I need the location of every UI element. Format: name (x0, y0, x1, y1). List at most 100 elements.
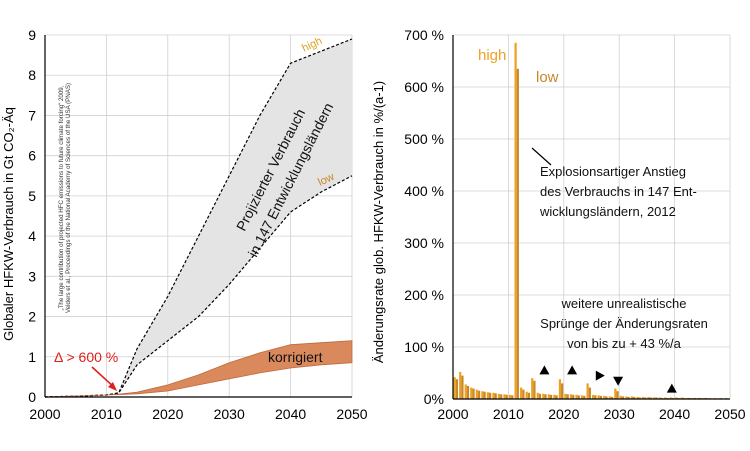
series-korrigiert-band (44, 340, 353, 398)
bar-low-2017 (544, 394, 547, 399)
annotation-1-line-3: wicklungsländern, 2012 (539, 204, 676, 219)
jump-arrow-head (108, 382, 117, 391)
bar-high-2037 (652, 397, 656, 399)
bar-high-2034 (636, 396, 639, 399)
marker-triangle-2 (595, 370, 605, 381)
bar-high-2040 (669, 397, 672, 399)
right-y-tick-4: 400 % (404, 183, 444, 199)
left-y-axis-label: Globaler HFKW-Verbrauch in Gt CO₂-Äq (1, 107, 16, 341)
bar-low-2011 (511, 395, 514, 399)
bar-low-2004 (472, 388, 475, 399)
marker-triangle-1 (567, 365, 578, 375)
bar-low-2031 (621, 396, 625, 399)
bar-high-2013 (520, 387, 523, 399)
bar-high-2009 (497, 393, 501, 399)
bar-low-2007 (489, 392, 492, 399)
bar-high-2020 (558, 379, 562, 399)
bar-high-2038 (658, 397, 661, 399)
bar-high-2035 (641, 396, 645, 399)
annotation-leader-line (531, 147, 552, 166)
bar-high-2028 (603, 395, 606, 399)
bar-low-2018 (549, 394, 553, 399)
left-y-tick-1: 1 (28, 349, 36, 365)
bar-low-2024 (583, 395, 586, 399)
right-y-tick-7: 700 % (404, 27, 444, 43)
projection-fill (45, 39, 352, 397)
annotation-1-line-2: des Verbrauchs in 147 Ent- (540, 184, 697, 199)
bar-high-2033 (630, 396, 634, 399)
bar-low-2013 (522, 389, 525, 399)
right-y-tick-3: 300 % (404, 235, 444, 251)
bar-low-2016 (538, 393, 542, 399)
right-axes (452, 35, 730, 400)
right-x-tick-2020: 2020 (548, 406, 579, 422)
marker-triangle-3 (613, 376, 624, 386)
bar-high-2022 (569, 394, 573, 399)
left-x-tick-2030: 2030 (214, 406, 245, 422)
bar-high-2019 (553, 394, 556, 399)
bar-high-2042 (680, 397, 683, 399)
right-y-tick-6: 600 % (404, 79, 444, 95)
bar-low-2010 (505, 394, 508, 399)
bar-high-2007 (486, 392, 490, 399)
annotation-2-line-2: Sprünge der Änderungsraten (540, 316, 708, 331)
bar-low-2012 (516, 68, 519, 400)
bar-low-2003 (466, 386, 470, 399)
left-y-tick-7: 7 (28, 107, 36, 123)
left-y-tick-6: 6 (28, 148, 36, 164)
bar-high-2003 (464, 384, 467, 399)
bar-low-2034 (638, 397, 641, 399)
marker-triangle-4 (666, 383, 677, 393)
bar-high-2015 (531, 378, 534, 399)
right-y-tick-labels: 0% 100 % 200 % 300 % 400 % 500 % 600 % 700 % (404, 27, 444, 407)
bar-high-2041 (675, 397, 678, 399)
bar-high-2030 (614, 388, 617, 399)
left-y-tick-5: 5 (28, 188, 36, 204)
left-y-tick-8: 8 (28, 67, 36, 83)
bar-low-2037 (655, 397, 658, 399)
bar-high-2006 (481, 391, 484, 399)
bar-high-2025 (586, 383, 589, 399)
label-low-right: low (536, 69, 559, 86)
bar-high-2016 (536, 392, 539, 399)
left-y-tick-labels: 0 1 2 3 4 5 6 7 8 9 (28, 27, 36, 405)
left-x-tick-2010: 2010 (91, 406, 122, 422)
bar-high-2026 (592, 394, 595, 399)
bar-low-2020 (561, 383, 564, 399)
right-x-tick-2030: 2030 (604, 406, 635, 422)
bar-low-2009 (500, 394, 503, 399)
left-x-tick-2040: 2040 (275, 406, 306, 422)
bar-high-2039 (664, 397, 667, 399)
left-y-tick-3: 3 (28, 268, 36, 284)
right-x-tick-2050: 2050 (714, 406, 745, 422)
left-axes (44, 35, 352, 398)
bar-low-2026 (594, 395, 597, 399)
annotation-2-line-3: von bis zu + 43 %/a (567, 336, 682, 351)
bar-low-2021 (566, 394, 569, 399)
bar-high-2023 (575, 394, 578, 399)
source-note-line-1: „The large contribution of projected HFC… (58, 85, 65, 310)
bar-high-2027 (597, 395, 600, 399)
bar-high-2032 (625, 396, 628, 399)
bar-high-2024 (580, 395, 584, 399)
bar-low-2035 (644, 397, 647, 399)
bar-high-2021 (564, 393, 567, 399)
left-y-tick-0: 0 (28, 389, 36, 405)
bar-low-2008 (494, 393, 497, 399)
bar-low-2027 (599, 395, 603, 399)
right-y-tick-2: 200 % (404, 287, 444, 303)
bar-low-2029 (610, 396, 614, 399)
left-y-tick-9: 9 (28, 27, 36, 43)
right-x-tick-2010: 2010 (493, 406, 524, 422)
bar-low-2015 (533, 380, 536, 399)
bar-high-2005 (475, 389, 478, 399)
left-y-tick-2: 2 (28, 309, 36, 325)
bar-low-2028 (605, 396, 608, 399)
bar-high-2008 (492, 392, 495, 399)
label-high-right: high (478, 47, 506, 64)
annotation-1-line-1: Explosionsartiger Anstieg (540, 164, 686, 179)
right-y-tick-5: 500 % (404, 131, 444, 147)
right-markers (539, 365, 677, 393)
right-x-tick-2040: 2040 (659, 406, 690, 422)
